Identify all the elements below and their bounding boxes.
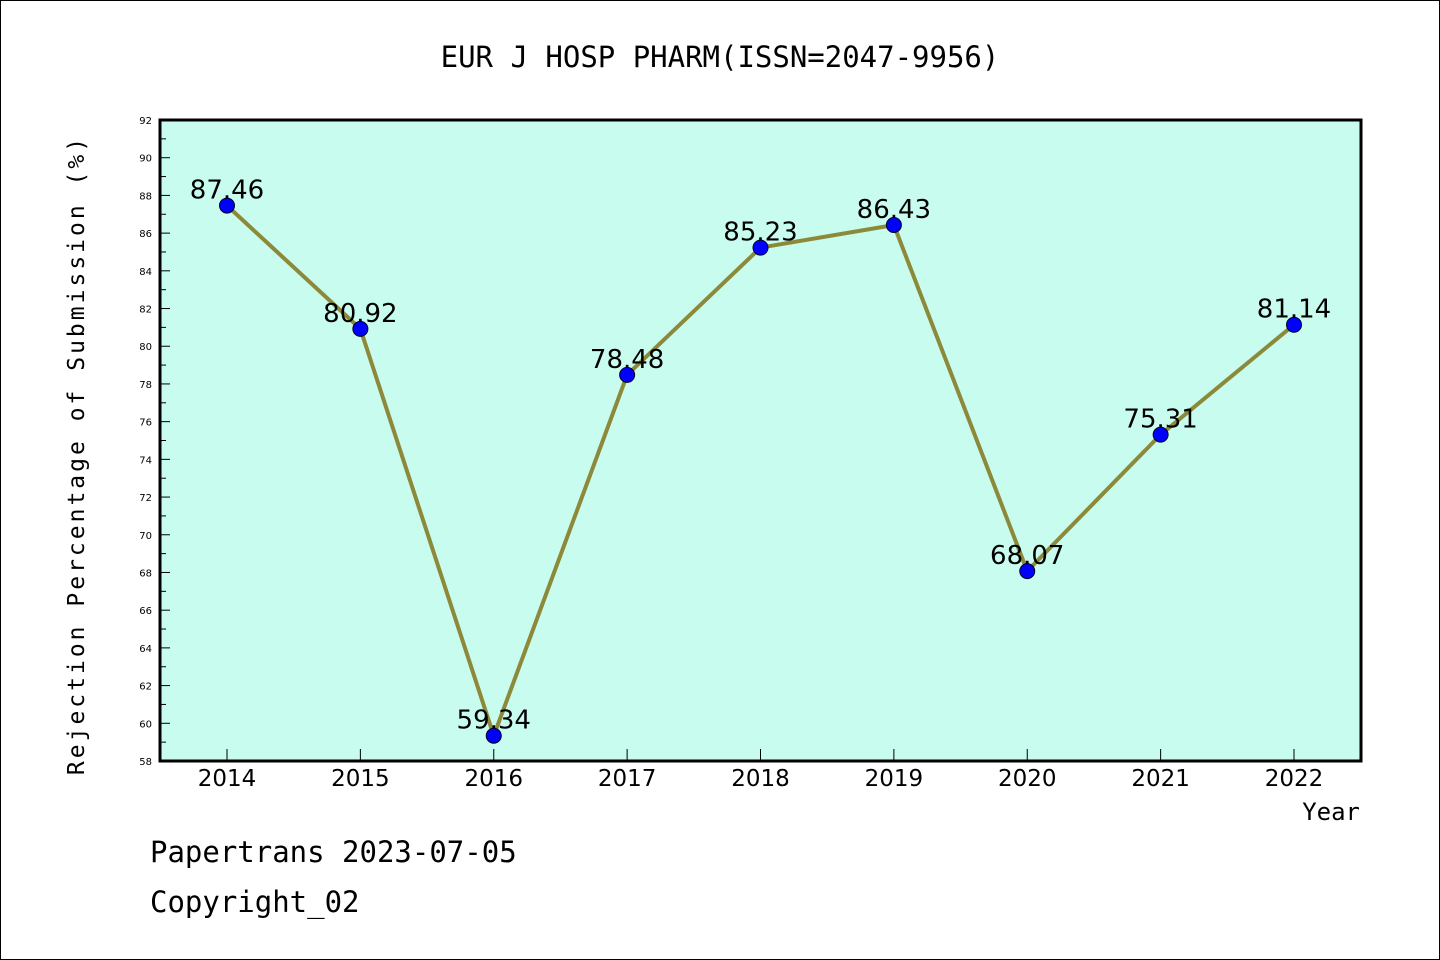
data-label: 86.43 <box>857 195 931 225</box>
x-axis-label: Year <box>1302 798 1360 826</box>
data-label: 87.46 <box>190 176 264 206</box>
x-tick-label: 2016 <box>464 766 523 792</box>
y-tick-label: 74 <box>139 455 152 466</box>
footer-date: Papertrans 2023-07-05 <box>150 835 517 869</box>
plot-area <box>158 118 1363 763</box>
y-tick-label: 92 <box>139 116 152 127</box>
y-tick-label: 68 <box>139 568 152 579</box>
series-layer: 87.46 80.92 59.34 78.48 85.23 86.43 68.07 75.31… <box>190 176 1331 744</box>
data-point <box>485 727 502 744</box>
x-tick-label: 2014 <box>198 766 257 792</box>
x-tick-label: 2017 <box>598 766 657 792</box>
y-tick-label: 72 <box>139 493 152 504</box>
x-axis: 2014 2015 2016 2017 2018 2019 2020 2021 2022 <box>198 749 1324 792</box>
data-point <box>352 320 369 337</box>
y-tick-label: 66 <box>139 606 152 617</box>
y-tick-label: 76 <box>139 418 152 429</box>
y-axis: 58 60 62 64 66 68 70 72 74 76 78 80 82 84 86 88 90 92 <box>139 116 170 768</box>
x-tick-label: 2015 <box>331 766 390 792</box>
x-tick-label: 2018 <box>731 766 790 792</box>
y-tick-label: 78 <box>139 380 152 391</box>
data-point <box>619 366 636 383</box>
y-tick-label: 62 <box>139 682 152 693</box>
data-label: 75.31 <box>1123 405 1197 435</box>
y-tick-label: 88 <box>139 191 152 202</box>
y-tick-label: 70 <box>139 531 152 542</box>
y-tick-label: 64 <box>139 644 152 655</box>
data-point <box>1019 563 1036 580</box>
y-tick-label: 80 <box>139 342 152 353</box>
data-point <box>752 239 769 256</box>
y-tick-label: 90 <box>139 154 152 165</box>
x-tick-label: 2021 <box>1131 766 1190 792</box>
data-label: 78.48 <box>590 345 664 375</box>
data-label: 85.23 <box>723 218 797 248</box>
data-label: 81.14 <box>1257 295 1331 325</box>
data-label: 68.07 <box>990 541 1064 571</box>
data-label: 80.92 <box>323 299 397 329</box>
data-point <box>885 217 902 234</box>
x-tick-label: 2020 <box>998 766 1057 792</box>
y-tick-label: 86 <box>139 229 152 240</box>
y-tick-label: 84 <box>139 267 152 278</box>
x-tick-label: 2019 <box>865 766 924 792</box>
y-tick-label: 58 <box>139 757 152 768</box>
data-point <box>1152 426 1169 443</box>
data-point <box>1286 316 1302 333</box>
y-axis-label: Rejection Percentage of Submission (%) <box>64 135 90 775</box>
data-label: 59.34 <box>457 706 531 736</box>
y-tick-label: 82 <box>139 305 152 316</box>
footer-copyright: Copyright_02 <box>150 885 360 919</box>
chart-title: EUR J HOSP PHARM(ISSN=2047-9956) <box>441 40 1000 74</box>
data-point <box>219 197 235 214</box>
x-tick-label: 2022 <box>1265 766 1324 792</box>
y-tick-label: 60 <box>139 719 152 730</box>
